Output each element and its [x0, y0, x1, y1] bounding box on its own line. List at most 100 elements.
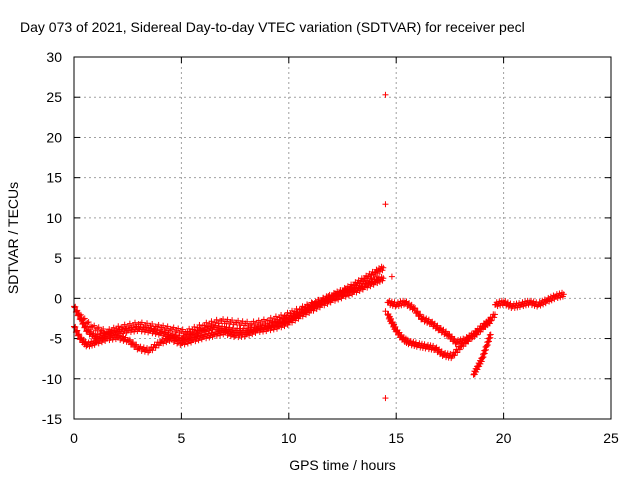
data-point — [289, 307, 296, 314]
data-point — [454, 349, 461, 356]
data-point — [130, 339, 137, 346]
y-tick-label: 20 — [46, 129, 62, 145]
data-point — [132, 319, 139, 326]
data-point — [289, 319, 296, 326]
data-point — [72, 303, 79, 310]
data-point — [75, 331, 82, 338]
data-point — [229, 317, 236, 324]
data-point — [164, 323, 171, 330]
data-point — [306, 309, 313, 316]
x-tick-labels: 0 5 10 15 20 25 — [70, 430, 619, 446]
data-point — [155, 342, 162, 349]
data-point — [74, 327, 81, 334]
data-point — [451, 352, 458, 359]
y-axis-label: SDTVAR / TECUs — [5, 182, 21, 294]
data-point — [267, 314, 274, 321]
outlier-point — [382, 201, 389, 208]
data-point — [416, 312, 423, 319]
x-tick-label: 15 — [388, 430, 404, 446]
data-point — [414, 308, 421, 315]
data-point — [443, 328, 450, 335]
data-point — [299, 313, 306, 320]
data-point — [449, 353, 456, 360]
data-point — [560, 291, 567, 298]
y-tick-label: -10 — [42, 371, 62, 387]
x-tick-label: 25 — [603, 430, 619, 446]
data-point — [138, 319, 145, 326]
data-point — [179, 326, 186, 333]
data-point — [149, 320, 156, 327]
data-point — [128, 340, 135, 347]
data-point — [155, 321, 162, 328]
data-point — [126, 320, 133, 327]
data-point — [491, 314, 498, 321]
data-point — [411, 306, 418, 313]
data-points — [71, 91, 567, 402]
data-point — [363, 277, 370, 284]
data-point — [373, 273, 380, 280]
data-point — [74, 307, 81, 314]
y-tick-labels: -15 -10 -5 0 5 10 15 20 25 30 — [42, 49, 62, 427]
y-tick-label: 10 — [46, 210, 62, 226]
x-tick-label: 0 — [70, 430, 78, 446]
data-point — [469, 334, 476, 341]
data-point — [196, 321, 203, 328]
data-point — [100, 325, 107, 332]
data-point — [456, 346, 463, 353]
data-point — [478, 326, 485, 333]
data-point — [72, 323, 79, 330]
data-point — [191, 323, 198, 330]
data-point — [76, 312, 83, 319]
data-point — [126, 336, 133, 343]
data-point — [368, 275, 375, 282]
data-point — [272, 313, 279, 320]
x-tick-label: 20 — [496, 430, 512, 446]
data-point — [487, 317, 494, 324]
data-point — [492, 311, 499, 318]
data-point — [133, 341, 140, 348]
data-point — [77, 335, 84, 342]
y-tick-label: -5 — [50, 331, 63, 347]
data-point — [144, 320, 151, 327]
data-point — [213, 316, 220, 323]
data-point — [82, 338, 89, 345]
data-point — [313, 306, 320, 313]
y-tick-label: 25 — [46, 89, 62, 105]
data-point — [315, 296, 322, 303]
data-point — [73, 308, 80, 315]
data-point — [115, 323, 122, 330]
data-point — [434, 322, 441, 329]
axis-ticks — [73, 56, 612, 420]
data-point — [417, 311, 424, 318]
data-point — [186, 325, 193, 332]
data-point — [125, 337, 132, 344]
data-point — [106, 326, 113, 333]
data-point — [337, 288, 344, 295]
data-point — [152, 344, 159, 351]
data-point — [438, 348, 445, 355]
data-point — [260, 316, 267, 323]
data-point — [84, 319, 91, 326]
data-point — [121, 321, 128, 328]
data-point — [376, 274, 383, 281]
data-point — [380, 275, 387, 282]
data-point — [175, 325, 182, 332]
y-tick-label: 30 — [46, 49, 62, 65]
data-point — [90, 330, 97, 337]
data-point — [80, 316, 87, 323]
y-tick-label: -15 — [42, 411, 62, 427]
data-point — [208, 318, 215, 325]
data-point — [404, 336, 411, 343]
data-point — [110, 324, 117, 331]
data-point — [299, 303, 306, 310]
data-point — [413, 309, 420, 316]
data-point — [255, 317, 262, 324]
data-point — [284, 309, 291, 316]
data-point — [85, 319, 92, 326]
data-point — [170, 324, 177, 331]
y-tick-label: 0 — [54, 290, 62, 306]
outlier-point — [382, 308, 389, 315]
data-point — [95, 324, 102, 331]
y-tick-label: 5 — [54, 250, 62, 266]
